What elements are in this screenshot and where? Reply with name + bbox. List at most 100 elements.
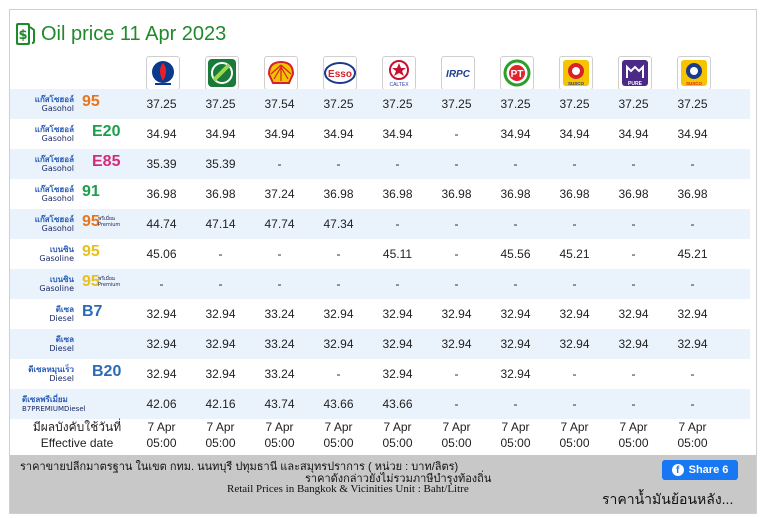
price-cell: -: [513, 277, 518, 291]
fuel-name-english: Diesel: [49, 374, 74, 383]
price-cell: 36.98: [618, 187, 649, 201]
table-row: แก๊สโซฮอล์ Gasohol 91 36.98 36.98 37.24 36.98 3…: [10, 179, 750, 209]
price-cell: -: [572, 217, 577, 231]
fuel-type-label: แก๊สโซฮอล์ Gasohol 95 พรีเมี่ยม Premium: [12, 209, 130, 239]
price-cell: 32.94: [677, 337, 708, 351]
svg-text:$: $: [18, 28, 27, 43]
price-cell: 45.21: [559, 247, 590, 261]
price-cell: -: [336, 367, 341, 381]
price-cell: 47.34: [323, 217, 354, 231]
price-cell: 45.06: [146, 247, 177, 261]
pt-logo: PT: [500, 56, 534, 90]
price-cell: 37.25: [618, 97, 649, 111]
price-cell: 36.98: [205, 187, 236, 201]
price-cell: -: [159, 277, 164, 291]
fuel-type-label: ดีเซลพรีเมี่ยม B7PREMIUMDiesel: [12, 389, 130, 419]
octane-label: 95: [82, 273, 100, 290]
price-cell: 34.94: [677, 127, 708, 141]
table-row: แก๊สโซฮอล์ Gasohol E20 34.94 34.94 34.94 34.94…: [10, 119, 750, 149]
effective-date-cell: 7 Apr 05:00: [545, 419, 604, 451]
fuel-pump-icon: $: [16, 23, 35, 45]
price-cell: 32.94: [382, 307, 413, 321]
price-cell: 37.25: [146, 97, 177, 111]
price-cell: 32.94: [500, 337, 531, 351]
effective-time: 05:00: [146, 436, 177, 450]
effective-label-thai: มีผลบังคับใช้วันที่: [32, 420, 122, 434]
price-cell: -: [336, 247, 341, 261]
fuel-name-english: Gasohol: [41, 104, 74, 113]
price-cell: 34.94: [264, 127, 295, 141]
price-cell: -: [454, 277, 459, 291]
effective-date: 7 Apr: [501, 420, 530, 434]
fuel-name-thai: เบนซิน: [49, 245, 74, 254]
fuel-name-english: Gasohol: [41, 224, 74, 233]
price-cell: 37.25: [382, 97, 413, 111]
effective-date: 7 Apr: [383, 420, 412, 434]
share-label: Share 6: [688, 464, 729, 476]
octane-label: E20: [92, 123, 121, 140]
price-cell: 32.94: [382, 367, 413, 381]
effective-time: 05:00: [441, 436, 472, 450]
octane-label: E85: [92, 153, 121, 170]
effective-time: 05:00: [677, 436, 708, 450]
irpc-logo-text: IRPC: [446, 69, 471, 80]
fuel-type-label: เบนซิน Gasoline 95: [12, 239, 130, 269]
price-cell: 37.25: [205, 97, 236, 111]
effective-date-cell: 7 Apr 05:00: [309, 419, 368, 451]
price-cell: 34.94: [382, 127, 413, 141]
fuel-name-thai: แก๊สโซฮอล์: [34, 215, 74, 224]
shell-logo: [264, 56, 298, 90]
effective-time: 05:00: [205, 436, 236, 450]
price-history-link[interactable]: ราคาน้ำมันย้อนหลัง...: [602, 491, 734, 507]
effective-time: 05:00: [382, 436, 413, 450]
table-row: เบนซิน Gasoline 95 พรีเมี่ยม Premium - - - - - - -…: [10, 269, 750, 299]
effective-time: 05:00: [559, 436, 590, 450]
pure-logo-text: PURE: [628, 81, 643, 87]
fuel-name-thai: แก๊สโซฮอล์: [34, 125, 74, 134]
effective-date: 7 Apr: [560, 420, 589, 434]
price-cell: -: [631, 397, 636, 411]
price-cell: 34.94: [618, 127, 649, 141]
price-cell: 37.24: [264, 187, 295, 201]
price-cell: 33.24: [264, 367, 295, 381]
price-cell: -: [218, 277, 223, 291]
price-cell: -: [395, 217, 400, 231]
price-cell: 37.25: [677, 97, 708, 111]
price-cell: 35.39: [146, 157, 177, 171]
bangchak-logo: [205, 56, 239, 90]
footer-line-2: ราคาดังกล่าวยังไม่รวมภาษีบำรุงท้องถิ่น: [305, 473, 492, 485]
facebook-share-button[interactable]: f Share 6: [662, 460, 738, 480]
pure-logo: PURE: [618, 56, 652, 90]
footer: ราคาขายปลีกมาตรฐาน ในเขต กทม. นนทบุรี ปท…: [10, 455, 756, 513]
price-cell: -: [513, 397, 518, 411]
effective-date: 7 Apr: [678, 420, 707, 434]
table-row: แก๊สโซฮอล์ Gasohol 95 37.25 37.25 37.54 37.25 3…: [10, 89, 750, 119]
susco-logo-text: SUSCO: [568, 81, 585, 86]
price-cell: 36.98: [559, 187, 590, 201]
table-row: ดีเซล Diesel B7 32.94 32.94 33.24 32.94 32.94 32…: [10, 299, 750, 329]
oil-price-card: $ Oil price 11 Apr 2023: [9, 9, 757, 514]
fuel-name-thai: แก๊สโซฮอล์: [34, 95, 74, 104]
premium-tag: พรีเมี่ยม Premium: [98, 216, 121, 228]
price-cell: 32.94: [500, 307, 531, 321]
price-cell: -: [572, 157, 577, 171]
ptt-logo: [146, 56, 180, 90]
octane-label: B7: [82, 303, 103, 320]
effective-time: 05:00: [264, 436, 295, 450]
fuel-type-label: ดีเซลหมุนเร็ว Diesel B20: [12, 359, 130, 389]
price-cell: -: [454, 157, 459, 171]
price-cell: 34.94: [500, 127, 531, 141]
fuel-name-english: Gasoline: [39, 284, 74, 293]
fuel-type-label: แก๊สโซฮอล์ Gasohol E85: [12, 149, 130, 179]
pt-logo-text: PT: [511, 69, 524, 80]
price-cell: 32.94: [559, 337, 590, 351]
price-cell: 35.39: [205, 157, 236, 171]
esso-logo-text: Esso: [328, 69, 352, 80]
price-cell: 32.94: [382, 337, 413, 351]
price-cell: 32.94: [441, 307, 472, 321]
price-cell: 43.66: [323, 397, 354, 411]
price-cell: -: [513, 157, 518, 171]
octane-label: 95: [82, 93, 100, 110]
effective-time: 05:00: [618, 436, 649, 450]
effective-date: 7 Apr: [206, 420, 235, 434]
